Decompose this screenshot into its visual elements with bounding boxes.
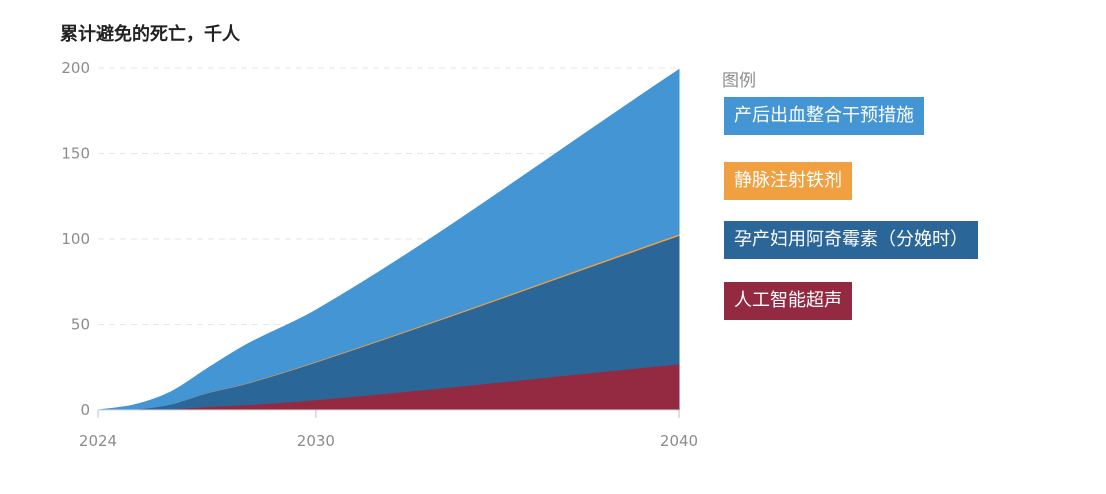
legend-item-iv-iron: 静脉注射铁剂	[724, 162, 852, 200]
y-tick-label: 200	[61, 59, 90, 77]
y-tick-label: 0	[80, 401, 90, 419]
y-tick-label: 100	[61, 230, 90, 248]
legend-title: 图例	[722, 71, 756, 91]
legend-item-pph-bundle: 产后出血整合干预措施	[724, 97, 924, 135]
x-tick-label: 2040	[660, 432, 698, 450]
chart-title: 累计避免的死亡，千人	[60, 24, 240, 45]
area-series-4	[97, 68, 680, 411]
axes: 0 50 100 150 200 2024 2030 2040	[61, 59, 698, 450]
stacked-areas	[97, 68, 680, 411]
y-tick-label: 50	[71, 316, 90, 334]
y-tick-label: 150	[61, 145, 90, 163]
x-tick-label: 2024	[79, 432, 117, 450]
legend-item-ai-ultrasound: 人工智能超声	[724, 282, 852, 320]
x-tick-label: 2030	[297, 432, 335, 450]
legend-item-azithromycin: 孕产妇用阿奇霉素（分娩时）	[724, 221, 978, 259]
